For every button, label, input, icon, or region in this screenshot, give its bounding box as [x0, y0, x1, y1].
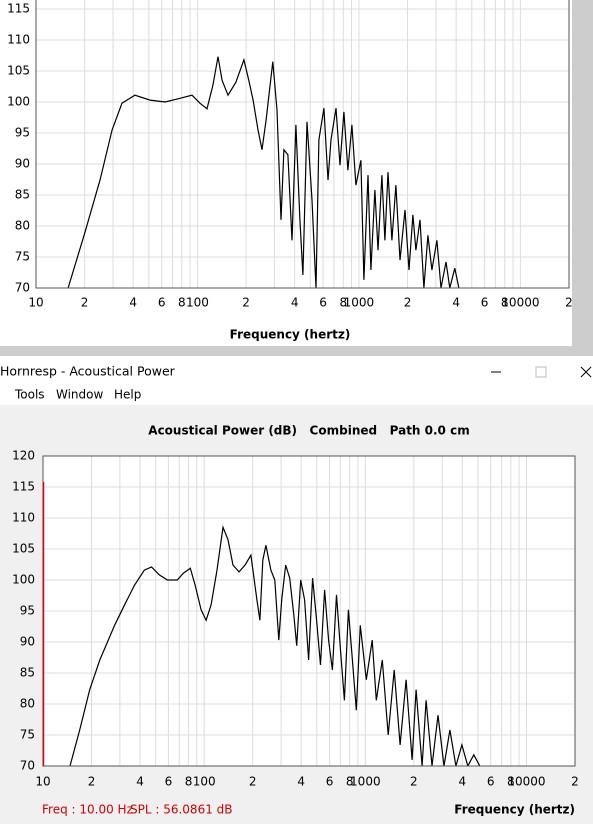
y-tick-label: 70	[15, 281, 30, 295]
plot-area	[36, 0, 569, 288]
y-tick-label: 80	[20, 697, 35, 711]
x-tick-label: 6	[158, 296, 166, 310]
y-tick-label: 115	[12, 480, 35, 494]
x-tick-label: 2	[88, 775, 96, 789]
x-tick-label: 8	[178, 296, 186, 310]
status-spl: SPL : 56.0861 dB	[130, 803, 233, 817]
x-tick-label: 2	[249, 775, 257, 789]
y-tick-label: 110	[12, 511, 35, 525]
y-tick-label: 105	[12, 542, 35, 556]
x-tick-label: 100	[193, 775, 216, 789]
x-tick-label: 1000	[350, 775, 381, 789]
menu-item[interactable]: Window	[56, 388, 104, 402]
x-tick-label: 2	[404, 296, 412, 310]
y-tick-label: 110	[7, 33, 30, 47]
maximize-button[interactable]	[535, 366, 547, 378]
y-tick-label: 100	[12, 573, 35, 587]
x-tick-label: 1000	[344, 296, 375, 310]
y-tick-label: 100	[7, 95, 30, 109]
x-tick-label: 8	[185, 775, 193, 789]
x-tick-label: 2	[571, 775, 579, 789]
x-tick-label: 4	[129, 296, 137, 310]
series-line	[67, 56, 460, 288]
y-tick-label: 85	[20, 666, 35, 680]
y-tick-label: 75	[15, 250, 30, 264]
chart-title: Acoustical Power (dB) Combined Path 0.0 …	[148, 424, 469, 438]
series-line	[69, 524, 481, 766]
x-tick-label: 4	[291, 296, 299, 310]
x-axis-label: Frequency (hertz)	[454, 803, 575, 817]
x-tick-label: 2	[242, 296, 250, 310]
x-axis-label: Frequency (hertz)	[230, 328, 351, 342]
x-tick-label: 8	[507, 775, 515, 789]
x-tick-label: 6	[165, 775, 173, 789]
x-tick-label: 6	[326, 775, 334, 789]
y-tick-label: 120	[12, 449, 35, 463]
y-tick-label: 95	[20, 604, 35, 618]
x-tick-label: 8	[339, 296, 347, 310]
y-tick-label: 75	[20, 728, 35, 742]
y-tick-label: 70	[20, 759, 35, 773]
x-tick-label: 6	[319, 296, 327, 310]
x-tick-label: 4	[452, 296, 460, 310]
y-tick-label: 105	[7, 64, 30, 78]
x-tick-label: 10	[28, 296, 43, 310]
x-tick-label: 2	[565, 296, 573, 310]
window-title: Hornresp - Acoustical Power	[0, 364, 176, 379]
plot-border	[35, 0, 570, 289]
x-tick-label: 8	[501, 296, 509, 310]
status-freq: Freq : 10.00 Hz	[42, 803, 133, 817]
close-button[interactable]	[580, 366, 592, 378]
y-tick-label: 90	[15, 157, 30, 171]
menu-item[interactable]: Help	[114, 388, 141, 402]
x-tick-label: 6	[481, 296, 489, 310]
menu-item[interactable]: Tools	[14, 388, 45, 402]
x-tick-label: 100	[186, 296, 209, 310]
x-tick-label: 10	[35, 775, 50, 789]
x-tick-label: 10000	[507, 775, 545, 789]
y-tick-label: 95	[15, 126, 30, 140]
x-tick-label: 4	[297, 775, 305, 789]
y-tick-label: 80	[15, 219, 30, 233]
x-tick-label: 4	[136, 775, 144, 789]
y-tick-label: 90	[20, 635, 35, 649]
x-tick-label: 10000	[501, 296, 539, 310]
x-tick-label: 2	[410, 775, 418, 789]
y-tick-label: 115	[7, 2, 30, 16]
x-tick-label: 4	[459, 775, 467, 789]
x-tick-label: 8	[346, 775, 354, 789]
y-tick-label: 85	[15, 188, 30, 202]
x-tick-label: 6	[487, 775, 495, 789]
x-tick-label: 2	[81, 296, 89, 310]
